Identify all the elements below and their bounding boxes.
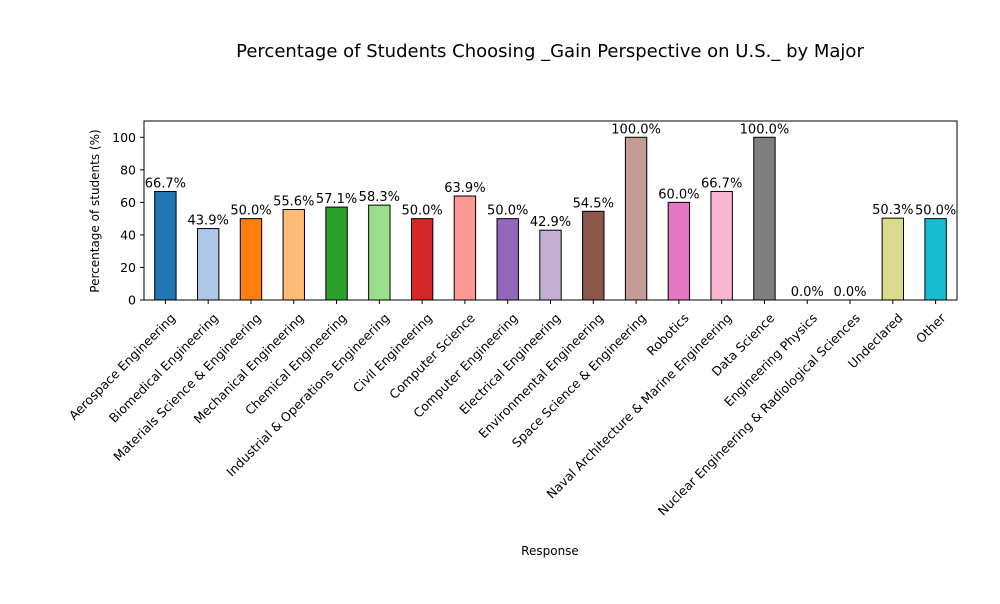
bar-value-label: 50.0% bbox=[401, 204, 442, 219]
bar bbox=[239, 218, 263, 301]
bar-value-label: 57.1% bbox=[316, 192, 357, 207]
bar bbox=[881, 217, 905, 301]
bar-value-label: 0.0% bbox=[791, 285, 824, 300]
bar-value-label: 66.7% bbox=[145, 176, 186, 191]
bar-value-label: 50.0% bbox=[915, 204, 956, 219]
bar-labels-layer: 66.7%43.9%50.0%55.6% 57.1% 58.3%50.0%63.9%… bbox=[145, 122, 957, 300]
bar bbox=[453, 195, 477, 301]
bar-value-label: 42.9% bbox=[530, 215, 571, 230]
bar-value-label: 100.0% bbox=[740, 122, 790, 137]
bar-value-label: 43.9% bbox=[188, 214, 229, 229]
bar bbox=[924, 218, 947, 301]
bar-value-label: 55.6% bbox=[273, 195, 314, 210]
bar bbox=[624, 136, 648, 301]
bar bbox=[582, 210, 605, 301]
bar-value-label: 63.9% bbox=[444, 181, 485, 196]
bar-value-label: 50.3% bbox=[872, 203, 913, 218]
bar bbox=[325, 206, 348, 301]
bar bbox=[410, 218, 434, 301]
y-tick-label: 60 bbox=[120, 195, 136, 210]
y-tick-label: 40 bbox=[120, 227, 136, 242]
x-axis-label: Response bbox=[521, 544, 579, 558]
bar bbox=[753, 136, 776, 301]
bar bbox=[282, 209, 305, 301]
bar bbox=[368, 204, 391, 301]
bar-value-label: 54.5% bbox=[573, 196, 614, 211]
bar bbox=[539, 229, 562, 301]
bar bbox=[154, 190, 177, 301]
bar-value-label: 66.7% bbox=[701, 176, 742, 191]
bar-value-label: 100.0% bbox=[611, 122, 661, 137]
y-tick-label: 0 bbox=[128, 293, 136, 308]
y-tick-label: 80 bbox=[120, 162, 136, 177]
bar-value-label: 58.3% bbox=[359, 190, 400, 205]
plot-frame bbox=[143, 120, 958, 301]
bar-value-label: 0.0% bbox=[834, 285, 867, 300]
bar bbox=[496, 218, 519, 301]
bar bbox=[710, 190, 733, 301]
bar bbox=[196, 228, 220, 301]
bar-value-label: 50.0% bbox=[230, 204, 271, 219]
y-axis-label: Percentage of students (%) bbox=[88, 129, 102, 292]
chart-title: Percentage of Students Choosing _Gain Pe… bbox=[236, 41, 864, 62]
y-axis: 0 20 40 60 80 100 bbox=[112, 130, 144, 308]
bar bbox=[667, 201, 691, 301]
bar-value-label: 60.0% bbox=[658, 187, 699, 202]
y-tick-label: 100 bbox=[112, 130, 136, 145]
y-tick-label: 20 bbox=[120, 260, 136, 275]
bar-value-label: 50.0% bbox=[487, 204, 528, 219]
